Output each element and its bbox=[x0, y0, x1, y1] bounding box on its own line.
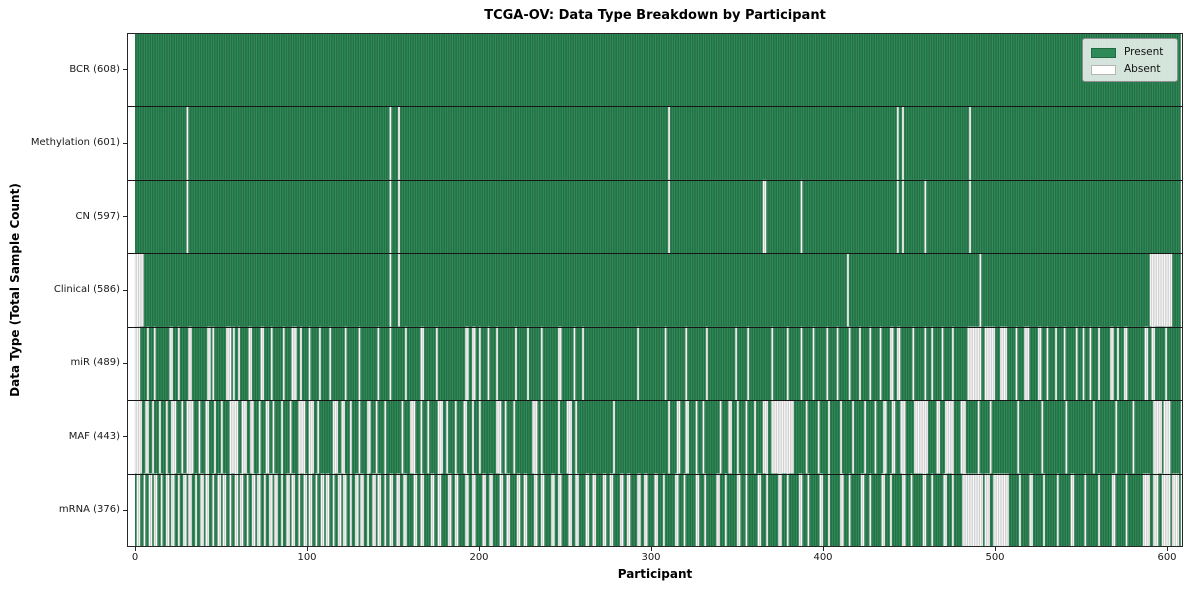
y-tick-mark bbox=[123, 362, 127, 364]
x-tick-mark bbox=[307, 547, 308, 551]
x-tick-mark bbox=[651, 547, 652, 551]
x-tick-mark bbox=[1167, 547, 1168, 551]
y-tick-mark bbox=[123, 216, 127, 218]
plot-area: Present Absent bbox=[127, 33, 1183, 547]
legend-item-absent: Absent bbox=[1091, 61, 1169, 78]
chart-title: TCGA-OV: Data Type Breakdown by Particip… bbox=[484, 8, 826, 23]
x-tick-mark bbox=[823, 547, 824, 551]
heatmap-canvas bbox=[127, 33, 1183, 547]
legend-item-present: Present bbox=[1091, 44, 1169, 61]
x-tick-label: 100 bbox=[297, 552, 317, 563]
y-tick-label: CN (597) bbox=[75, 210, 120, 222]
x-tick-mark bbox=[135, 547, 136, 551]
y-tick-mark bbox=[123, 509, 127, 511]
legend-label-present: Present bbox=[1124, 46, 1164, 58]
x-tick-label: 600 bbox=[1157, 552, 1177, 563]
y-tick-label: mRNA (376) bbox=[58, 504, 120, 516]
x-tick-mark bbox=[995, 547, 996, 551]
y-tick-mark bbox=[123, 436, 127, 438]
x-tick-label: 0 bbox=[131, 552, 139, 563]
x-tick-mark bbox=[479, 547, 480, 551]
y-tick-label: miR (489) bbox=[70, 357, 120, 369]
y-tick-label: BCR (608) bbox=[69, 63, 120, 75]
present-swatch bbox=[1091, 47, 1116, 58]
y-tick-mark bbox=[123, 289, 127, 291]
x-tick-label: 500 bbox=[985, 552, 1005, 563]
x-tick-label: 300 bbox=[641, 552, 661, 563]
x-axis-label: Participant bbox=[617, 567, 693, 581]
legend-label-absent: Absent bbox=[1124, 63, 1161, 75]
legend: Present Absent bbox=[1082, 38, 1178, 82]
x-tick-label: 200 bbox=[469, 552, 489, 563]
x-tick-label: 400 bbox=[813, 552, 833, 563]
absent-swatch bbox=[1091, 64, 1116, 75]
y-tick-mark bbox=[123, 69, 127, 71]
y-tick-label: Methylation (601) bbox=[30, 137, 120, 149]
y-tick-label: Clinical (586) bbox=[53, 284, 120, 295]
y-tick-label: MAF (443) bbox=[68, 430, 120, 442]
y-tick-mark bbox=[123, 142, 127, 144]
